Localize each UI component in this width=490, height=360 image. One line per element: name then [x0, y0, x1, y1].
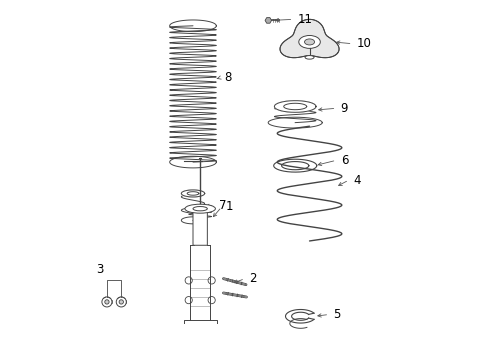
Text: 8: 8 [224, 71, 232, 84]
Ellipse shape [185, 204, 216, 213]
Circle shape [185, 277, 192, 284]
Text: 4: 4 [353, 174, 361, 186]
Ellipse shape [305, 55, 314, 59]
Text: 3: 3 [96, 263, 103, 276]
Circle shape [119, 300, 123, 304]
Circle shape [102, 297, 112, 307]
Ellipse shape [304, 39, 315, 45]
Text: 1: 1 [226, 201, 234, 213]
Text: 5: 5 [334, 308, 341, 321]
Circle shape [105, 300, 109, 304]
Text: 6: 6 [341, 154, 348, 167]
Circle shape [185, 297, 192, 304]
Text: 9: 9 [341, 102, 348, 115]
Circle shape [208, 297, 215, 304]
Polygon shape [280, 19, 339, 58]
Text: 10: 10 [357, 37, 372, 50]
Polygon shape [181, 190, 205, 197]
FancyBboxPatch shape [193, 208, 207, 245]
Text: 7: 7 [219, 199, 226, 212]
Text: 2: 2 [249, 272, 257, 285]
Ellipse shape [299, 36, 320, 48]
Circle shape [208, 277, 215, 284]
Polygon shape [265, 18, 271, 23]
Ellipse shape [193, 207, 207, 211]
Polygon shape [274, 101, 316, 112]
Circle shape [116, 297, 126, 307]
Text: 11: 11 [298, 13, 313, 26]
